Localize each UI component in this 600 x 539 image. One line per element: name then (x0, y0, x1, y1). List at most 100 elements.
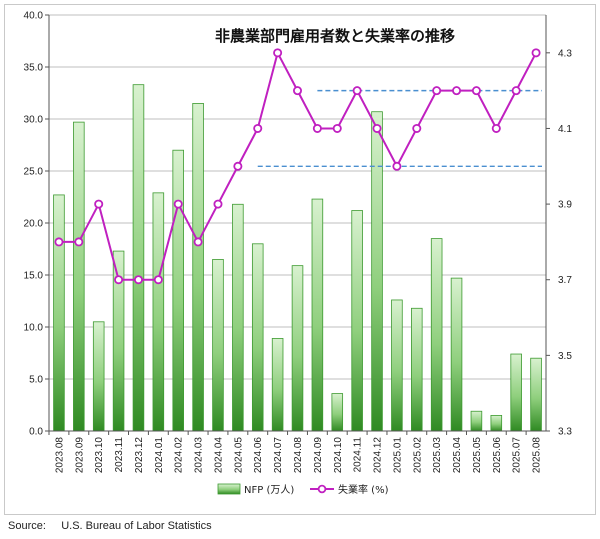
unemployment-point (193, 237, 203, 247)
chart-frame: 0.0 5.0 10.0 15.0 20.0 25.0 30.0 35.0 40.0 3.3 3.5… (4, 4, 596, 515)
unemployment-point (471, 86, 481, 96)
left-tick-label: 10.0 (24, 323, 44, 334)
axes: 0.0 5.0 10.0 15.0 20.0 25.0 30.0 35.0 40.0 3.3 3.5… (24, 11, 573, 474)
x-tick-label: 2025.08 (532, 437, 543, 474)
x-tick-label: 2024.06 (253, 437, 264, 474)
x-tick-label: 2024.10 (333, 437, 344, 474)
bar (490, 414, 503, 432)
bar (411, 307, 423, 432)
x-tick-label: 2024.05 (233, 437, 244, 474)
unemployment-point (74, 237, 84, 247)
x-tick-label: 2025.05 (472, 437, 483, 474)
chart: 0.0 5.0 10.0 15.0 20.0 25.0 30.0 35.0 40.0 3.3 3.5… (24, 11, 573, 497)
x-tick-label: 2023.11 (114, 437, 125, 473)
x-tick-label: 2024.03 (194, 437, 205, 474)
x-tick-label: 2024.08 (293, 437, 304, 474)
unemployment-point (491, 123, 501, 133)
unemployment-point (452, 86, 462, 96)
bar (73, 121, 85, 432)
bar (351, 210, 363, 432)
unemployment-point (412, 123, 422, 133)
left-tick-label: 35.0 (24, 63, 44, 74)
x-tick-label: 2023.08 (54, 437, 65, 474)
x-tick-label: 2024.12 (373, 437, 384, 474)
bar (371, 111, 383, 432)
unemployment-point (531, 48, 541, 58)
legend-bar-label: NFP (万人) (244, 484, 294, 496)
bar (470, 410, 483, 432)
x-tick-label: 2025.03 (432, 437, 443, 474)
unemployment-point (332, 123, 342, 133)
unemployment-point (54, 237, 64, 247)
unemployment-point (114, 275, 124, 285)
x-tick-label: 2023.10 (94, 437, 105, 474)
unemployment-point (392, 161, 402, 171)
unemployment-point (133, 275, 143, 285)
unemployment-point (153, 275, 163, 285)
x-tick-label: 2025.07 (512, 437, 523, 474)
unemployment-point (273, 48, 283, 58)
bar (291, 265, 304, 432)
line-series (54, 48, 541, 285)
bar (152, 192, 165, 432)
left-tick-label: 5.0 (29, 375, 43, 386)
right-tick-label: 3.9 (558, 200, 572, 211)
x-tick-label: 2025.02 (412, 437, 423, 474)
x-tick-label: 2025.01 (392, 437, 403, 474)
right-tick-label: 4.3 (558, 48, 572, 59)
bar (172, 149, 184, 432)
left-tick-label: 25.0 (24, 167, 44, 178)
unemployment-point (253, 123, 263, 133)
left-tick-label: 30.0 (24, 115, 44, 126)
x-tick-label: 2024.04 (213, 437, 224, 474)
right-tick-label: 4.1 (558, 124, 572, 135)
right-tick-label: 3.3 (558, 427, 572, 438)
right-tick-label: 3.5 (558, 351, 572, 362)
unemployment-point (312, 123, 322, 133)
source-note: Source: U.S. Bureau of Labor Statistics (8, 520, 212, 532)
bar (430, 238, 443, 432)
x-tick-label: 2025.06 (492, 437, 503, 474)
x-tick-label: 2024.11 (353, 437, 364, 473)
right-tick-label: 3.7 (558, 275, 572, 286)
bar (232, 203, 244, 432)
unemployment-point (511, 86, 521, 96)
x-tick-label: 2025.04 (452, 437, 463, 474)
bar (132, 84, 145, 432)
unemployment-point (94, 199, 104, 209)
bar (92, 321, 105, 432)
legend: NFP (万人) 失業率 (%) (217, 483, 389, 496)
bar (271, 338, 284, 432)
chart-title: 非農業部門雇用者数と失業率の推移 (215, 27, 455, 45)
x-tick-label: 2024.09 (313, 437, 324, 474)
gridlines (49, 14, 546, 432)
x-tick-label: 2024.02 (174, 437, 185, 474)
legend-line-label: 失業率 (%) (338, 483, 389, 496)
unemployment-point (213, 199, 223, 209)
legend-line-marker (317, 484, 327, 494)
bar (251, 243, 264, 432)
bar-series (53, 84, 542, 432)
bar (212, 258, 224, 432)
left-tick-label: 0.0 (29, 427, 43, 438)
unemployment-point (352, 86, 362, 96)
left-tick-label: 15.0 (24, 271, 44, 282)
reference-lines (257, 89, 542, 167)
bar (450, 277, 463, 432)
bar (53, 194, 65, 432)
bar (331, 393, 344, 432)
unemployment-point (233, 161, 243, 171)
bar (311, 198, 324, 432)
unemployment-point (292, 86, 302, 96)
unemployment-point (432, 86, 442, 96)
bar (192, 103, 204, 432)
unemployment-point (173, 199, 183, 209)
bar (391, 299, 403, 432)
left-tick-label: 20.0 (24, 219, 44, 230)
x-tick-label: 2024.07 (273, 437, 284, 474)
left-tick-label: 40.0 (24, 11, 44, 22)
x-tick-label: 2024.01 (154, 437, 165, 474)
bar (510, 353, 522, 432)
x-tick-label: 2023.09 (74, 437, 85, 474)
unemployment-point (372, 123, 382, 133)
